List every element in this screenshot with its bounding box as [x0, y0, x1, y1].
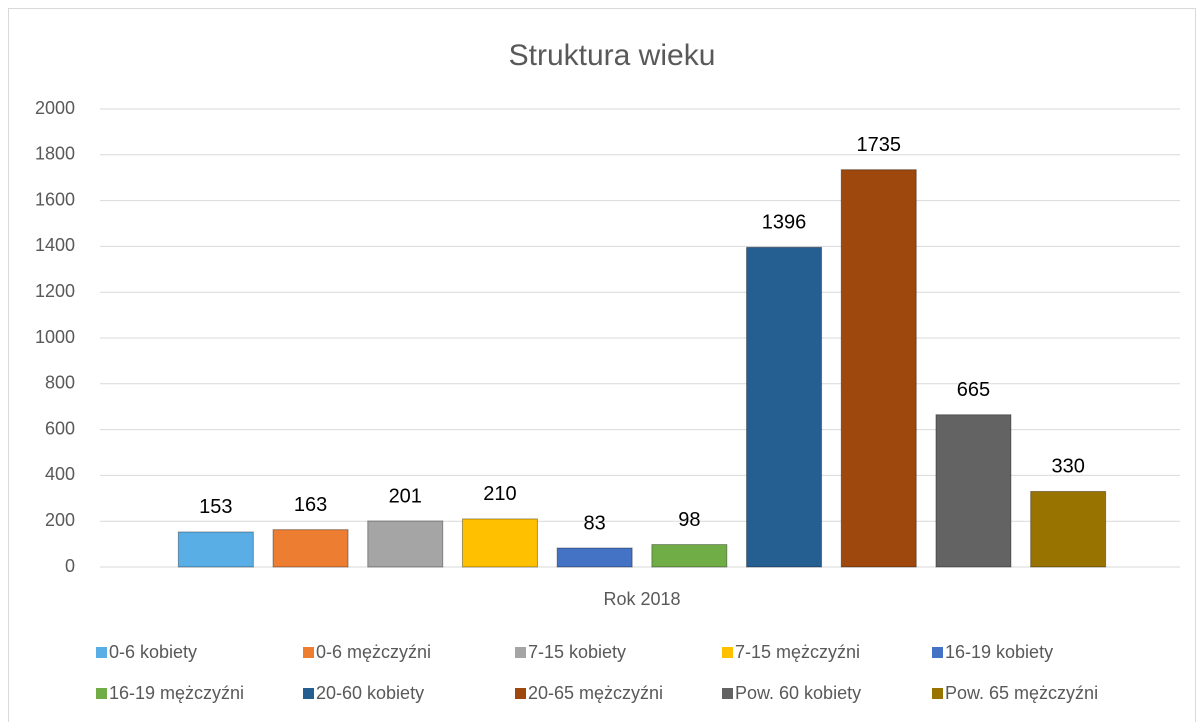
data-label: 1396	[762, 212, 807, 234]
data-label: 163	[294, 494, 327, 516]
legend-label: 7-15 mężczyźni	[735, 642, 860, 662]
x-tick-label: Rok 2018	[603, 589, 680, 609]
legend-label: Pow. 65 mężczyźni	[945, 683, 1098, 703]
legend-label: 20-65 mężczyźni	[528, 683, 663, 703]
y-tick-label: 1200	[35, 281, 75, 301]
bar	[556, 547, 633, 568]
legend-label: 0-6 mężczyźni	[316, 642, 431, 662]
legend-swatch	[722, 647, 733, 658]
bar	[1030, 490, 1107, 568]
legend-label: 16-19 kobiety	[945, 642, 1053, 662]
legend-swatch	[303, 688, 314, 699]
bar	[651, 544, 728, 568]
data-label: 330	[1051, 456, 1084, 478]
legend-label: 16-19 mężczyźni	[109, 683, 244, 703]
chart-frame	[8, 8, 1196, 722]
legend-swatch	[515, 647, 526, 658]
legend-swatch	[515, 688, 526, 699]
legend-swatch	[932, 688, 943, 699]
bar	[746, 246, 823, 568]
bar	[935, 414, 1012, 568]
y-tick-label: 800	[45, 373, 75, 393]
bar	[272, 529, 349, 568]
legend-label: 20-60 kobiety	[316, 683, 424, 703]
y-tick-label: 1400	[35, 235, 75, 255]
y-tick-label: 600	[45, 418, 75, 438]
y-tick-label: 1800	[35, 144, 75, 164]
y-tick-label: 1600	[35, 189, 75, 209]
legend-label: Pow. 60 kobiety	[735, 683, 861, 703]
legend-swatch	[932, 647, 943, 658]
data-label: 98	[678, 509, 700, 531]
data-label: 201	[389, 485, 422, 507]
data-label: 665	[957, 379, 990, 401]
bar	[840, 169, 917, 568]
data-label: 210	[483, 483, 516, 505]
bar	[367, 520, 444, 568]
y-tick-label: 1000	[35, 327, 75, 347]
bar	[177, 531, 254, 568]
data-label: 1735	[857, 134, 902, 156]
legend-swatch	[722, 688, 733, 699]
y-tick-label: 0	[65, 556, 75, 576]
data-label: 83	[584, 512, 606, 534]
data-label: 153	[199, 496, 232, 518]
y-tick-label: 400	[45, 464, 75, 484]
chart-title: Struktura wieku	[509, 39, 716, 72]
y-tick-label: 2000	[35, 98, 75, 118]
legend-swatch	[96, 688, 107, 699]
legend-label: 7-15 kobiety	[528, 642, 626, 662]
legend-swatch	[303, 647, 314, 658]
y-tick-label: 200	[45, 510, 75, 530]
legend-label: 0-6 kobiety	[109, 642, 197, 662]
bar	[461, 518, 538, 568]
legend-swatch	[96, 647, 107, 658]
